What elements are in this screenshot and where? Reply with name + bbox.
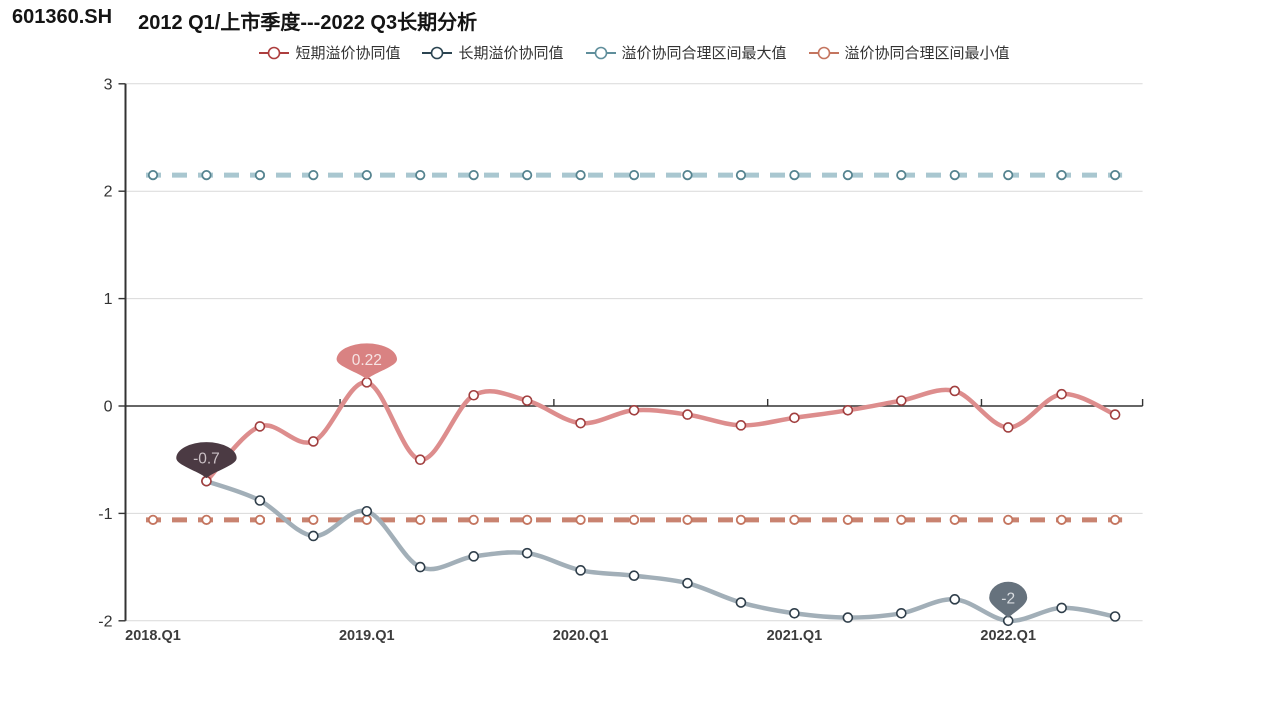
legend-item-short-term[interactable]: 短期溢价协同值 <box>259 42 400 63</box>
legend-item-band-max[interactable]: 溢价协同合理区间最大值 <box>585 42 787 63</box>
svg-text:2019.Q1: 2019.Q1 <box>339 628 395 644</box>
x-axis-labels: 2018.Q1 2019.Q1 2020.Q1 2021.Q1 2022.Q1 <box>125 628 1036 644</box>
svg-text:1: 1 <box>104 291 113 308</box>
title-text: 2012 Q1/上市季度---2022 Q3长期分析 <box>138 12 478 34</box>
svg-text:0: 0 <box>104 399 113 416</box>
point-label--2: -2 <box>989 581 1028 618</box>
chart-title: 601360.SH 2012 Q1/上市季度---2022 Q3长期分析 <box>12 6 477 35</box>
svg-text:2018.Q1: 2018.Q1 <box>125 628 181 644</box>
svg-text:-0.7: -0.7 <box>193 451 220 468</box>
series-短期溢价协同值 <box>201 377 1121 487</box>
point-label--0.7: -0.7 <box>176 442 237 479</box>
svg-text:2022.Q1: 2022.Q1 <box>980 628 1036 644</box>
legend-item-band-min[interactable]: 溢价协同合理区间最小值 <box>808 42 1010 63</box>
axes <box>118 83 1144 622</box>
series-长期溢价协同值 <box>201 475 1121 627</box>
legend-item-long-term[interactable]: 长期溢价协同值 <box>422 42 564 63</box>
line-marker-icon <box>585 46 616 59</box>
line-marker-icon <box>808 46 839 59</box>
series-溢价协同合理区间最小值 <box>146 514 1123 525</box>
y-axis-labels: 3 2 1 0 -1 -2 <box>98 76 112 630</box>
svg-text:-2: -2 <box>1001 590 1015 607</box>
svg-text:-1: -1 <box>98 506 112 523</box>
line-marker-icon <box>422 46 453 59</box>
svg-text:3: 3 <box>104 76 113 93</box>
legend: 短期溢价协同值 长期溢价协同值 溢价协同合理区间最大值 溢价协同合理区间最小值 <box>0 42 1269 63</box>
legend-item-label: 溢价协同合理区间最大值 <box>621 45 787 62</box>
legend-item-label: 短期溢价协同值 <box>295 45 401 62</box>
point-label-0.22: 0.22 <box>336 343 398 380</box>
legend-item-label: 长期溢价协同值 <box>458 45 564 62</box>
svg-text:-2: -2 <box>98 613 112 630</box>
gridlines <box>125 83 1143 622</box>
legend-item-label: 溢价协同合理区间最小值 <box>844 45 1010 62</box>
svg-text:2: 2 <box>104 184 113 201</box>
svg-text:2021.Q1: 2021.Q1 <box>767 628 823 644</box>
svg-text:2020.Q1: 2020.Q1 <box>553 628 609 644</box>
stock-code: 601360.SH <box>12 6 113 28</box>
svg-text:0.22: 0.22 <box>352 352 382 369</box>
line-marker-icon <box>259 46 290 59</box>
series-溢价协同合理区间最大值 <box>146 169 1123 181</box>
